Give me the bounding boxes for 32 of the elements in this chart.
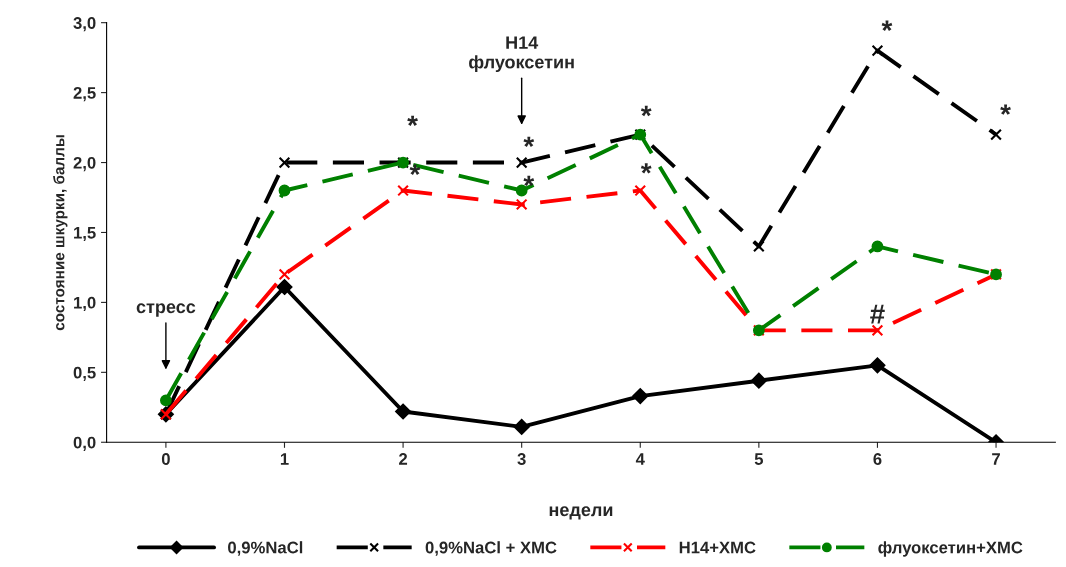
- annotation: *: [407, 115, 418, 126]
- x-tick-label: 4: [635, 453, 645, 465]
- annotation: *: [523, 136, 535, 147]
- legend-label: 0,9%NaCl: [228, 541, 303, 556]
- legend-label: флуоксетин+ХМС: [878, 541, 1023, 557]
- annotation: *: [640, 105, 652, 117]
- annotation: #: [870, 304, 885, 324]
- y-tick-label: 3,0: [73, 17, 96, 32]
- y-tick-label: 1,5: [74, 227, 96, 242]
- x-tick-label: 2: [399, 453, 408, 465]
- x-tick-label: 5: [754, 453, 764, 465]
- y-tick-label: 1,0: [74, 296, 96, 312]
- x-tick-label: 0: [161, 453, 170, 465]
- legend-label: 0,9%NaCl + ХМС: [425, 541, 557, 556]
- y-tick-label: 2,0: [73, 156, 96, 172]
- x-tick-label: 3: [517, 453, 526, 465]
- annotation: *: [1000, 104, 1011, 115]
- y-tick-label: 2,5: [73, 87, 96, 102]
- legend-label: Н14+ХМС: [679, 541, 756, 554]
- x-tick-label: 7: [992, 453, 1000, 465]
- x-axis-title: недели: [549, 506, 613, 520]
- x-tick-label: 1: [280, 453, 289, 465]
- y-axis-title: состояние шкурки, баллы: [53, 135, 68, 331]
- y-tick-label: 0,0: [73, 436, 96, 451]
- annotation: Н14 флуоксетин: [469, 36, 574, 73]
- annotation: стресс: [136, 303, 196, 317]
- y-tick-label: 0,5: [73, 366, 96, 381]
- annotation: *: [881, 20, 893, 31]
- annotation: *: [523, 175, 535, 187]
- annotation: *: [640, 163, 652, 174]
- annotation: *: [409, 164, 421, 175]
- x-tick-label: 6: [873, 453, 882, 465]
